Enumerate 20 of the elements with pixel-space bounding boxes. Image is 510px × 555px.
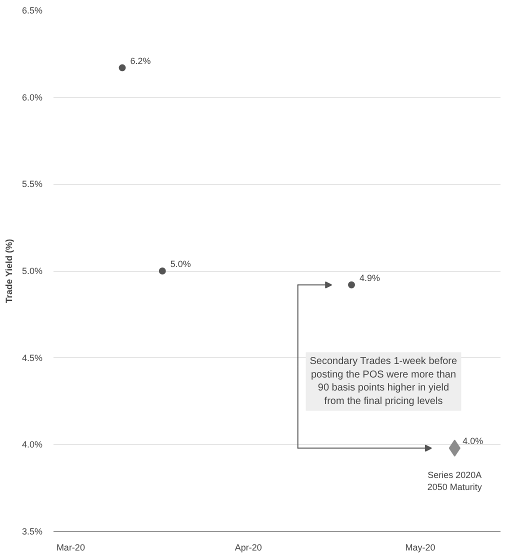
point: [158, 268, 166, 274]
annotation: Series 2020A 2050 Maturity: [427, 470, 482, 492]
point: [348, 281, 355, 288]
point: [118, 64, 126, 72]
y-tick-label: 4.0%: [22, 440, 42, 450]
annotation: Secondary Trades 1-week before posting the POS were more than 90 basis points higher in yield from the final pricing levels: [310, 356, 458, 407]
y-tick-label: 3.5%: [22, 526, 42, 536]
y-tick-label: 5.5%: [22, 179, 42, 190]
y-tick-label: 5.0%: [22, 266, 42, 276]
y-tick-label: 6.0%: [22, 92, 42, 102]
x-tick-label: Apr-20: [234, 542, 262, 552]
x-tick-label: Mar-20: [56, 542, 85, 552]
data-label: 4.9%: [360, 272, 380, 283]
data-label: 6.2%: [130, 56, 151, 66]
y-tick-label: 4.5%: [22, 352, 42, 363]
data-label: 5.0%: [170, 259, 191, 269]
data-label: 4.0%: [462, 436, 484, 446]
x-tick-label: May-20: [405, 542, 436, 552]
y-tick-label: 6.5%: [22, 6, 42, 16]
y-axis-title: Trade Yield (%): [4, 239, 14, 304]
